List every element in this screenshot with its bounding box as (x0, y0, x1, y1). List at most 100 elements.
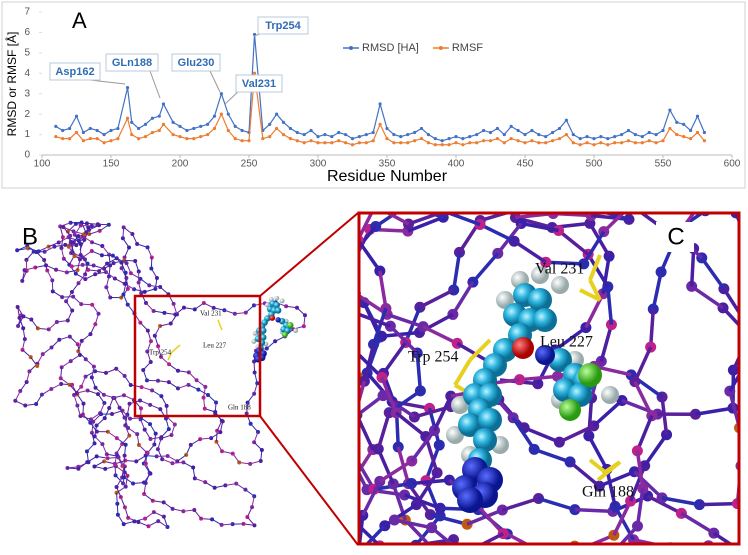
data-point (289, 127, 292, 130)
x-tick-label: 300 (310, 159, 327, 170)
data-point (544, 141, 547, 144)
bond (380, 546, 418, 550)
data-point (448, 137, 451, 140)
bond (637, 416, 651, 451)
data-point (68, 137, 71, 140)
atom (347, 476, 358, 487)
data-point (61, 129, 64, 132)
data-point (316, 141, 319, 144)
atom (370, 200, 381, 211)
data-point (682, 135, 685, 138)
data-point (537, 133, 540, 136)
data-point (234, 137, 237, 140)
atom-sphere (578, 363, 602, 387)
protein-b (13, 221, 307, 530)
data-point (523, 133, 526, 136)
data-point (158, 129, 161, 132)
annotation: Glu230 (178, 57, 215, 69)
data-point (126, 86, 129, 89)
bond (358, 240, 380, 271)
data-point (89, 127, 92, 130)
data-point (392, 133, 395, 136)
data-point (303, 141, 306, 144)
atom-sphere (282, 332, 288, 338)
bond (744, 321, 748, 359)
bond (714, 533, 746, 550)
bond (651, 309, 654, 347)
residue-label: Leu 227 (540, 334, 593, 351)
bond (653, 272, 661, 309)
data-point (420, 137, 423, 140)
atom (549, 202, 560, 213)
data-point (427, 133, 430, 136)
bond (434, 396, 450, 430)
atom (535, 546, 546, 550)
panel-label: A (72, 8, 87, 33)
bond (692, 248, 694, 286)
data-point (482, 139, 485, 142)
data-point (316, 135, 319, 138)
data-point (655, 141, 658, 144)
y-tick-label: 2 (24, 109, 30, 120)
data-point (137, 127, 140, 130)
data-point (241, 129, 244, 132)
data-point (61, 137, 64, 140)
data-point (461, 143, 464, 146)
data-point (475, 141, 478, 144)
data-point (89, 137, 92, 140)
data-point (558, 137, 561, 140)
data-point (551, 139, 554, 142)
bond (645, 435, 667, 466)
data-point (337, 131, 340, 134)
atom (125, 261, 129, 265)
data-point (620, 141, 623, 144)
data-point (282, 133, 285, 136)
data-point (162, 102, 165, 105)
bond (517, 207, 555, 210)
data-point (130, 133, 133, 136)
data-point (572, 133, 575, 136)
data-point (606, 143, 609, 146)
data-point (234, 125, 237, 128)
bond (378, 413, 389, 449)
annotation: Trp254 (265, 20, 301, 32)
data-point (82, 139, 85, 142)
data-point (592, 137, 595, 140)
data-point (420, 127, 423, 130)
bond (353, 396, 383, 419)
legend-marker (439, 46, 443, 50)
data-point (703, 131, 706, 134)
data-point (296, 131, 299, 134)
atom (347, 514, 358, 525)
atom (35, 364, 39, 368)
data-point (668, 108, 671, 111)
data-point (689, 129, 692, 132)
data-point (648, 139, 651, 142)
data-point (489, 139, 492, 142)
bond (575, 510, 613, 512)
bond (601, 325, 611, 362)
bond (520, 376, 558, 379)
x-axis-title: Residue Number (327, 168, 448, 185)
data-point (344, 133, 347, 136)
data-point (385, 137, 388, 140)
data-point (379, 123, 382, 126)
bond (354, 339, 357, 377)
bond (608, 287, 612, 325)
data-point (661, 129, 664, 132)
data-point (116, 127, 119, 130)
data-point (572, 141, 575, 144)
bond (534, 449, 570, 462)
data-point (330, 141, 333, 144)
data-point (351, 143, 354, 146)
atom (464, 545, 475, 550)
data-point (399, 135, 402, 138)
atom (439, 206, 450, 217)
data-point (330, 135, 333, 138)
x-tick-label: 450 (517, 159, 534, 170)
bond (353, 419, 355, 457)
side-chain (172, 345, 180, 352)
data-point (530, 129, 533, 132)
y-tick-label: 7 (24, 7, 30, 18)
